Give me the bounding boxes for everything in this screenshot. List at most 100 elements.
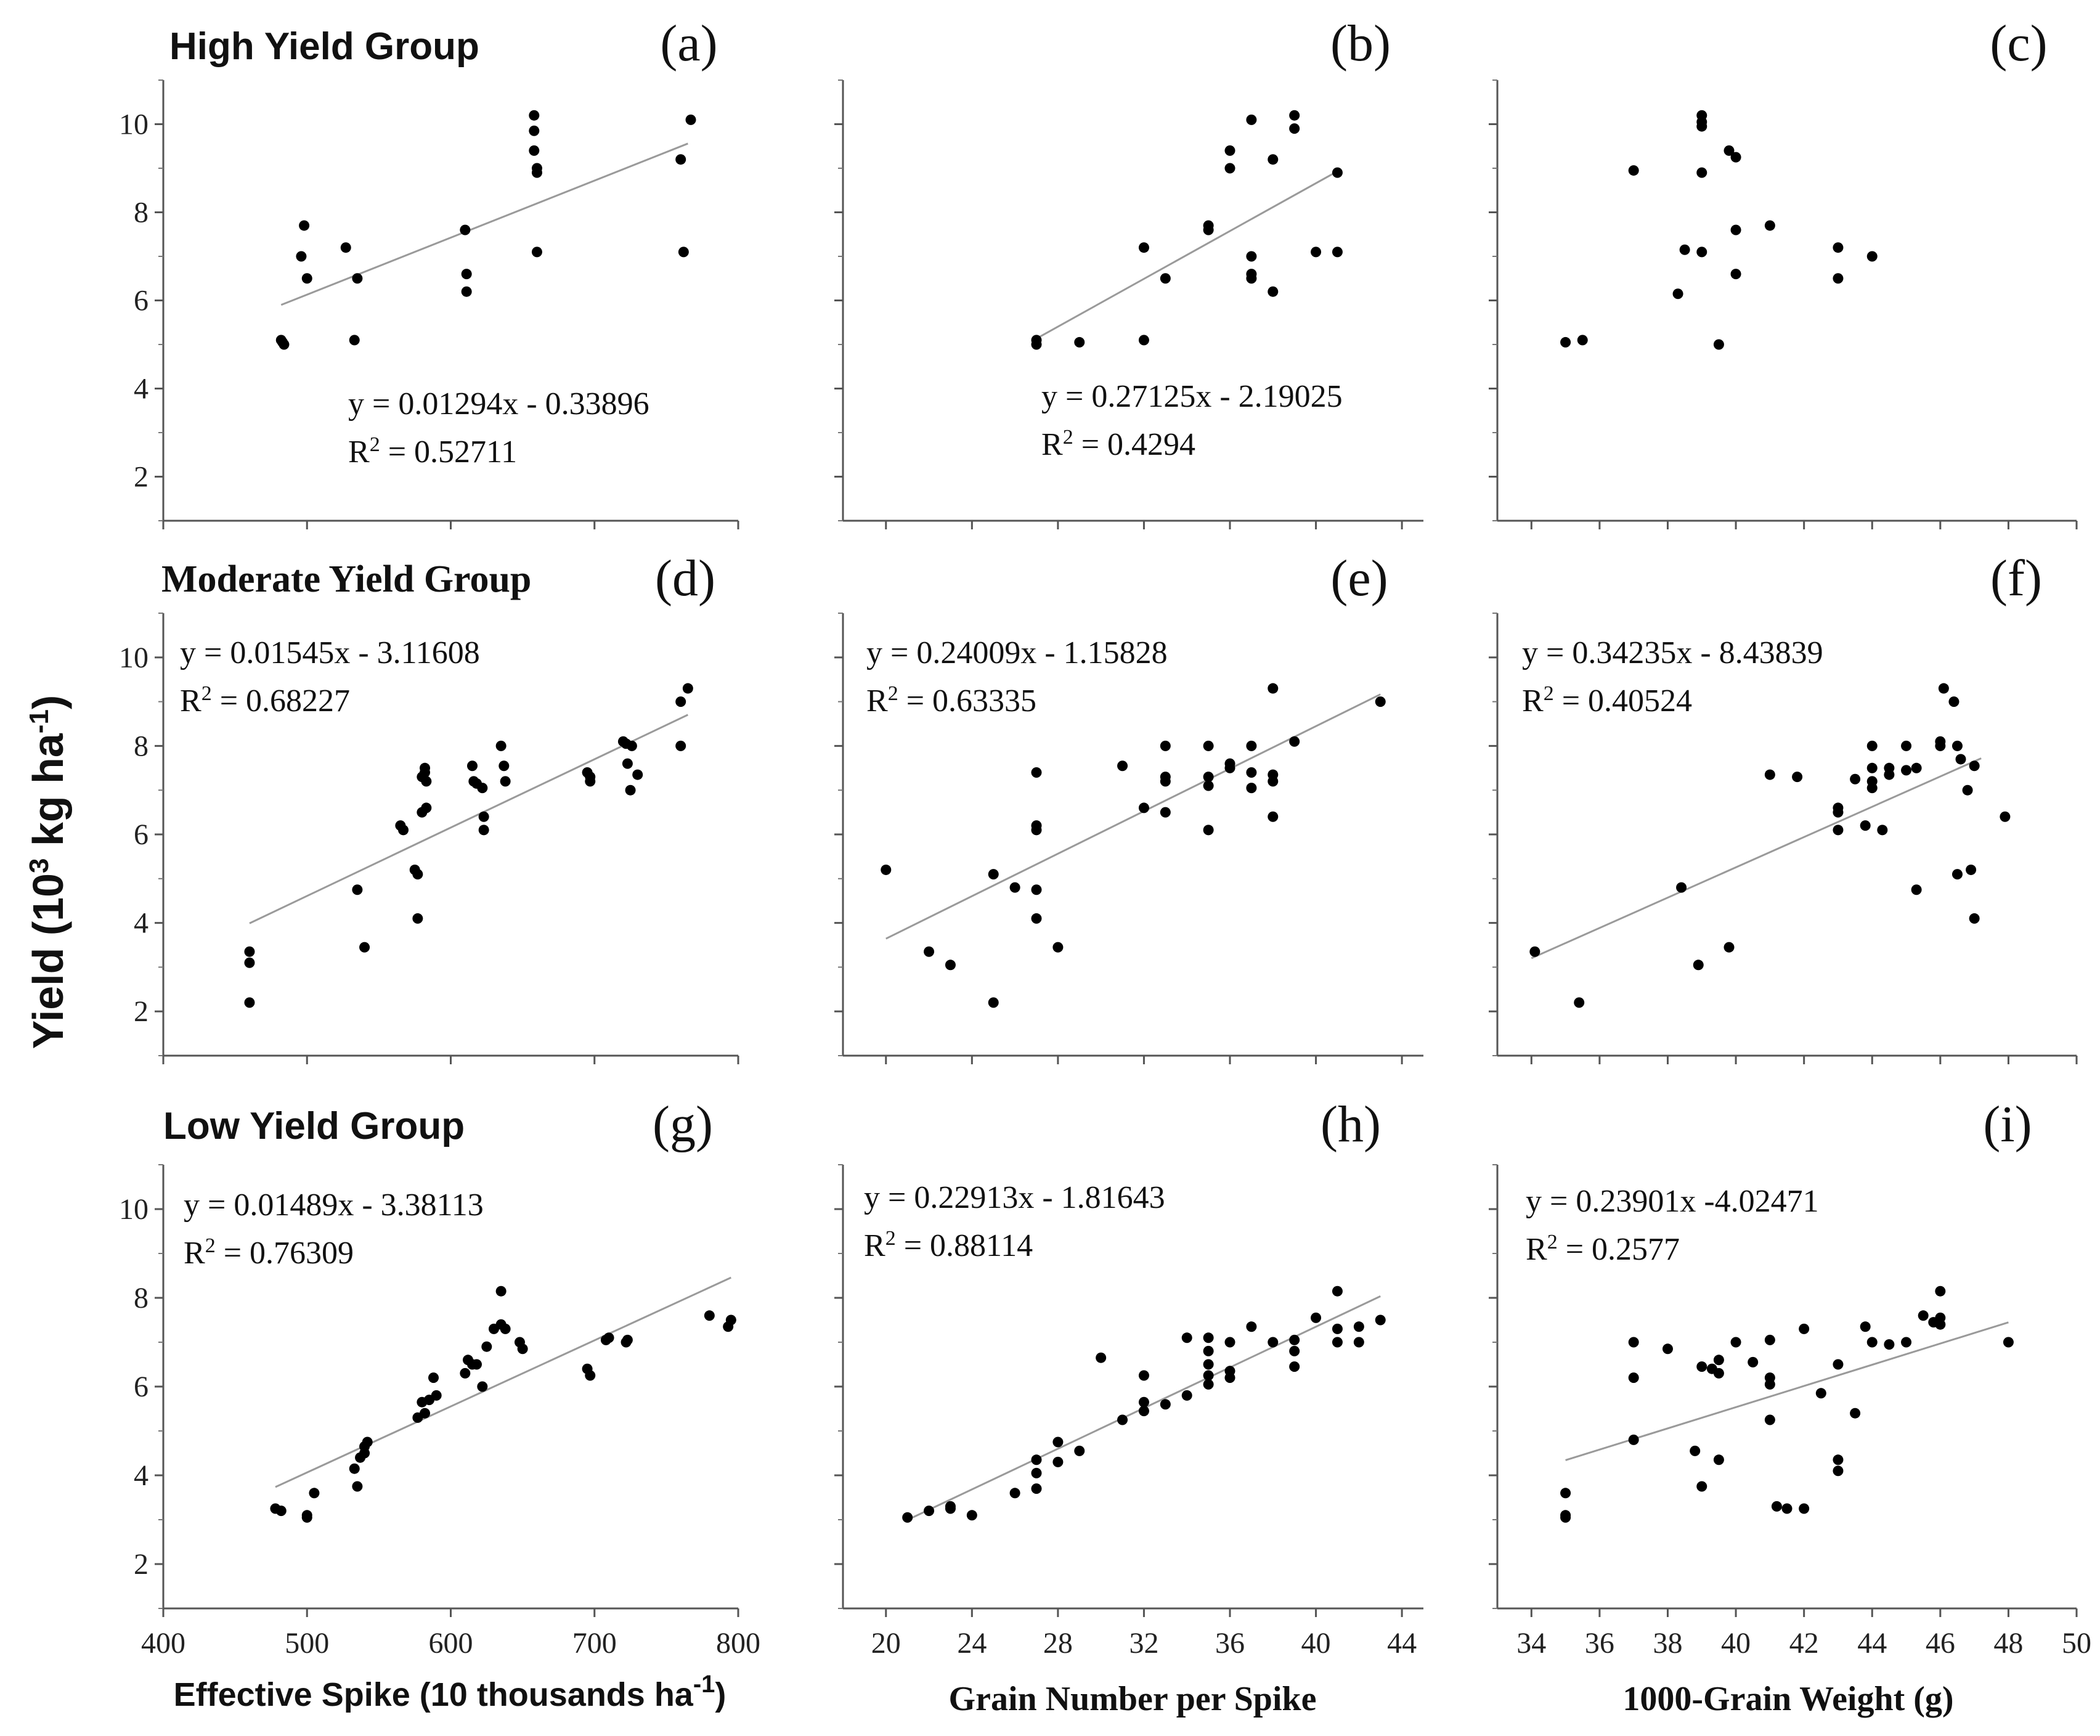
r-squared-label: R2 = 0.40524: [1522, 682, 1692, 719]
data-point: [1138, 802, 1149, 813]
regression-equation: y = 0.34235x - 8.43839: [1522, 635, 1823, 670]
x-tick-label: 44: [1387, 1627, 1417, 1660]
data-point: [352, 1481, 363, 1492]
data-point: [1764, 769, 1775, 780]
data-point: [1901, 740, 1912, 751]
data-point: [1792, 772, 1803, 783]
data-point: [1160, 776, 1171, 787]
data-point: [1529, 946, 1540, 957]
data-point: [1713, 1367, 1724, 1379]
data-point: [1332, 1286, 1343, 1297]
data-point: [1696, 167, 1707, 178]
panel-label: (g): [653, 1096, 713, 1153]
data-point: [359, 942, 370, 953]
data-point: [1713, 1355, 1724, 1366]
data-point: [296, 251, 307, 262]
data-point: [1375, 1314, 1386, 1326]
data-point: [349, 1463, 360, 1474]
data-point: [1560, 336, 1571, 348]
data-point: [1676, 882, 1687, 893]
scatter-panel-g: 2 4 6 8 10 400 500 600 700 800 (g) y = 0.01489x - 3…: [119, 1096, 760, 1660]
data-point: [1268, 683, 1279, 694]
data-point: [1311, 247, 1322, 258]
data-point: [1628, 165, 1639, 176]
data-point: [1332, 247, 1343, 258]
data-point: [1246, 1321, 1257, 1332]
x-axis-label-effective-spike: Effective Spike (10 thousands ha-1): [174, 1671, 726, 1713]
y-tick-label: 10: [119, 108, 149, 141]
data-point: [1332, 1337, 1343, 1348]
data-point: [1901, 765, 1912, 776]
data-point: [1833, 242, 1844, 253]
scatter-panel-d: 2 4 6 8 10 (d) y = 0.01545x - 3.11608 R2 = 0.68…: [119, 550, 739, 1064]
data-point: [675, 696, 686, 707]
panel-label: (b): [1330, 15, 1391, 72]
data-point: [1850, 1408, 1861, 1419]
data-point: [902, 1512, 913, 1523]
data-point: [1962, 784, 1973, 796]
data-point: [412, 869, 423, 880]
data-point: [1628, 1337, 1639, 1348]
data-point: [1628, 1434, 1639, 1445]
data-point: [1031, 339, 1042, 350]
data-point: [585, 776, 596, 787]
data-point: [1833, 1454, 1844, 1465]
data-point: [460, 224, 471, 235]
data-point: [1574, 997, 1585, 1008]
data-point: [421, 776, 432, 787]
data-point: [1833, 825, 1844, 836]
data-point: [1877, 825, 1888, 836]
data-point: [1713, 339, 1724, 350]
data-point: [1375, 696, 1386, 707]
scatter-panel-i: 34 36 38 40 42 44 46 48 50 (i) y = 0.23901x -4.024…: [1489, 1096, 2091, 1660]
data-point: [1748, 1356, 1759, 1367]
data-point: [1074, 336, 1085, 348]
y-tick-label: 2: [134, 995, 149, 1028]
data-point: [1138, 335, 1149, 346]
data-point: [1117, 1414, 1128, 1425]
data-point: [1693, 960, 1704, 971]
group-title-moderate: Moderate Yield Group: [161, 558, 531, 600]
data-point: [603, 1332, 614, 1343]
data-point: [1799, 1323, 1810, 1334]
data-point: [924, 1506, 935, 1517]
data-point: [1951, 869, 1963, 880]
data-point: [1203, 220, 1214, 231]
data-point: [1052, 1456, 1064, 1467]
data-point: [478, 811, 489, 822]
data-point: [1911, 762, 1922, 773]
data-point: [675, 154, 686, 165]
data-point: [1730, 1337, 1741, 1348]
data-point: [495, 1286, 507, 1297]
x-tick-label: 50: [2062, 1627, 2091, 1660]
data-point: [1730, 152, 1741, 163]
data-point: [1938, 683, 1949, 694]
data-point: [517, 1343, 528, 1355]
data-point: [352, 884, 363, 895]
y-tick-label: 10: [119, 1193, 149, 1226]
data-point: [1901, 1337, 1912, 1348]
data-point: [1160, 273, 1171, 284]
data-point: [349, 335, 360, 346]
data-point: [460, 1367, 471, 1379]
data-point: [945, 1501, 956, 1512]
data-point: [1918, 1310, 1929, 1321]
data-point: [461, 286, 472, 297]
data-point: [1268, 286, 1279, 297]
data-point: [626, 740, 637, 751]
data-point: [1031, 767, 1042, 778]
data-point: [477, 783, 488, 794]
data-point: [1031, 1483, 1042, 1494]
regression-equation: y = 0.23901x -4.02471: [1526, 1184, 1819, 1219]
scatter-panel-b: (b) y = 0.27125x - 2.19025 R2 = 0.4294: [834, 15, 1423, 529]
data-point: [531, 247, 542, 258]
data-point: [1884, 1339, 1895, 1350]
data-point: [1203, 1370, 1214, 1381]
y-tick-label: 4: [134, 907, 149, 940]
data-point: [1679, 244, 1690, 255]
data-point: [1203, 740, 1214, 751]
data-point: [1833, 273, 1844, 284]
data-point: [1246, 114, 1257, 125]
x-tick-label: 36: [1215, 1627, 1245, 1660]
